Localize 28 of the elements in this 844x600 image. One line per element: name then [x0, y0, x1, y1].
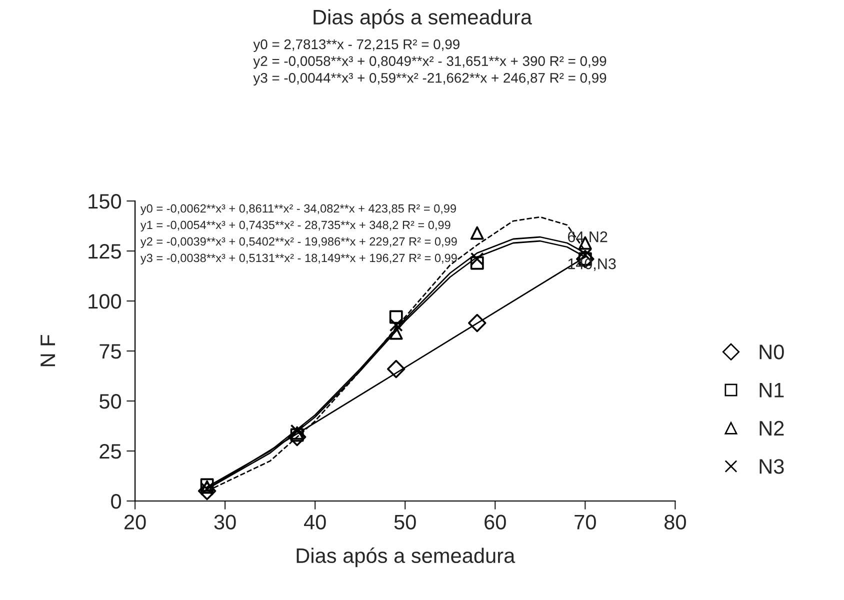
text: y3 = -0,0044**x³ + 0,59**x² -21,662**x + 246,87 R² = 0,99: [253, 72, 606, 86]
y-axis-title: N F: [40, 335, 55, 366]
text: y0 = 2,7813**x - 72,215 R² = 0,99: [253, 39, 460, 52]
y-tick-label: 75: [100, 344, 121, 359]
x-tick-label: 40: [304, 514, 326, 530]
x-tick-label: 60: [484, 514, 506, 530]
x-tick-label: 70: [574, 514, 596, 530]
annotation: y3 = -0,0038**x³ + 0,5131**x² - 18,149**x + 196,27 R² = 0,99: [140, 254, 457, 265]
y-tick-label: 150: [88, 194, 122, 209]
y-tick-label: 0: [111, 494, 122, 509]
x-tick-label: 20: [124, 514, 146, 530]
annotation: y0 = -0,0062**x³ + 0,8611**x² - 34,082**x + 423,85 R² = 0,99: [140, 204, 456, 216]
annotation: y1 = -0,0054**x³ + 0,7435**x² - 28,735**x + 348,2 R² = 0,99: [140, 220, 450, 232]
x-tick-label: 80: [664, 514, 686, 530]
y-tick-label: 25: [100, 444, 121, 459]
x-tick-label: 30: [214, 514, 236, 530]
y-tick-label: 100: [88, 294, 122, 309]
y-tick-label: 50: [100, 394, 122, 409]
legend-label: N0: [760, 344, 784, 360]
chart-title: Dias após a semeadura: [314, 9, 532, 29]
x-axis-title: Dias após a semeadura: [296, 548, 516, 568]
annotation: y2 = -0,0039**x³ + 0,5402**x² - 19,986**x + 229,27 R² = 0,99: [140, 237, 457, 248]
x-tick-label: 50: [394, 514, 416, 530]
legend-label: N1: [760, 382, 784, 398]
text: y2 = -0,0058**x³ + 0,8049**x² - 31,651**x + 390 R² = 0,99: [253, 56, 606, 69]
y-tick-label: 125: [88, 244, 121, 259]
legend-label: N3: [760, 459, 784, 474]
legend-label: N2: [760, 420, 784, 436]
